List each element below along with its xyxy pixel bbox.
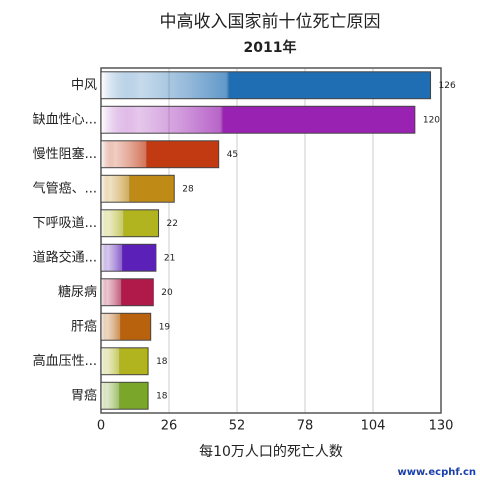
value-label: 45: [227, 150, 238, 160]
y-tick-label: 慢性阻塞...: [33, 146, 97, 162]
bar: [100, 278, 154, 307]
x-tick-label: 78: [297, 419, 314, 434]
bar: [100, 347, 149, 376]
bar: [100, 243, 157, 272]
x-tick-label: 0: [97, 419, 105, 434]
bar: [100, 140, 220, 169]
x-tick-label: 130: [429, 419, 454, 434]
x-tick-label: 26: [161, 419, 178, 434]
value-label: 21: [164, 253, 175, 263]
y-tick-label: 糖尿病: [58, 284, 97, 300]
x-tick-label: 104: [361, 419, 386, 434]
y-tick-label: 缺血性心...: [33, 112, 97, 127]
bar: [100, 381, 149, 410]
value-label: 120: [423, 115, 440, 125]
y-tick-label: 肝癌: [71, 318, 97, 334]
bar: [100, 71, 432, 100]
bar: [100, 174, 175, 203]
value-label: 18: [156, 391, 168, 401]
bar: [100, 312, 152, 341]
plot-frame: [100, 67, 442, 414]
value-label: 28: [182, 184, 194, 194]
bar: [100, 209, 160, 238]
y-tick-label: 气管癌、...: [33, 180, 97, 196]
y-tick-label: 高血压性...: [33, 353, 97, 369]
bar: [100, 105, 416, 134]
x-tick-label: 52: [229, 419, 246, 434]
value-label: 20: [161, 288, 173, 298]
value-label: 126: [439, 81, 456, 91]
y-tick-label: 中风: [71, 78, 97, 93]
y-tick-label: 道路交通...: [33, 249, 97, 265]
chart-subtitle: 2011年: [244, 39, 297, 56]
value-label: 22: [167, 219, 178, 229]
y-tick-label: 胃癌: [71, 387, 97, 403]
watermark: www.ecphf.cn: [397, 467, 476, 478]
value-label: 19: [159, 322, 171, 332]
y-tick-label: 下呼吸道...: [33, 216, 97, 231]
chart-title: 中高收入国家前十位死亡原因: [160, 12, 381, 32]
x-axis-label: 每10万人口的死亡人数: [199, 444, 343, 460]
value-label: 18: [156, 357, 168, 367]
